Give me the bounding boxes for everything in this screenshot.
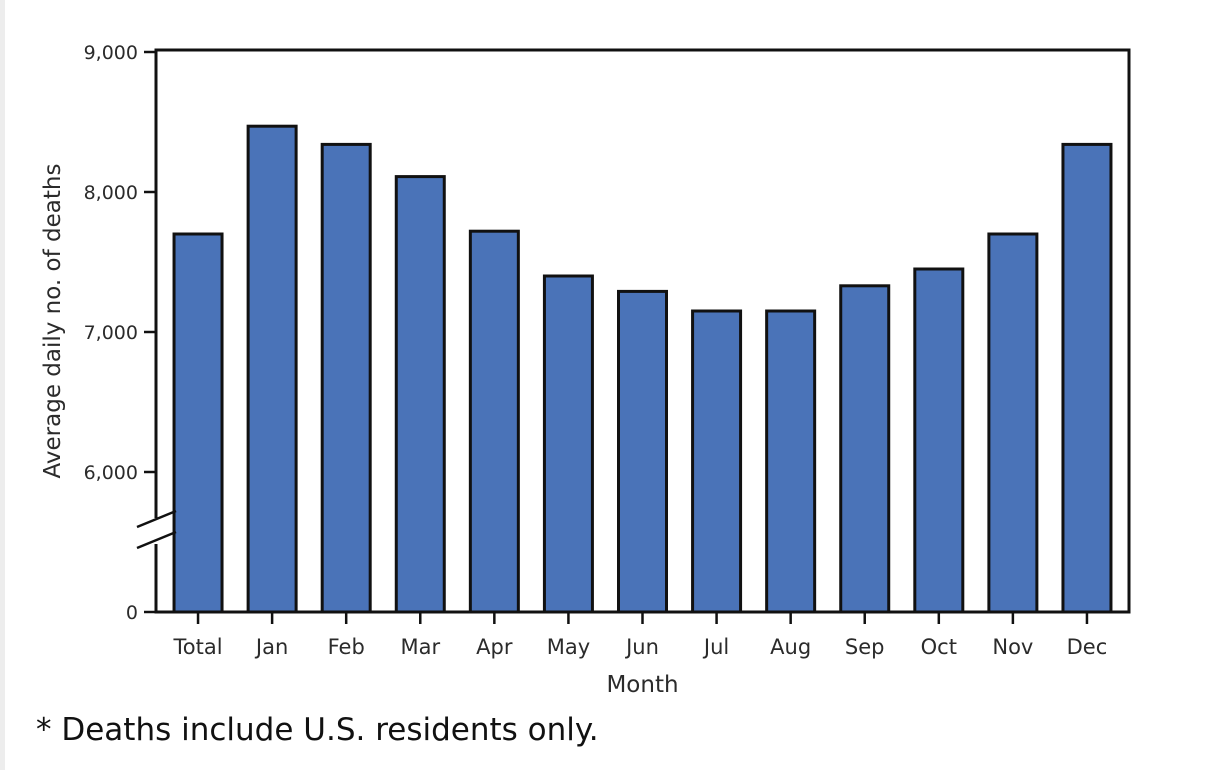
- bar-total: [172, 232, 224, 614]
- x-tick-label: Jun: [624, 635, 659, 659]
- y-tick-label: 9,000: [84, 42, 138, 64]
- y-tick-label: 8,000: [84, 182, 138, 204]
- x-tick-label: Jul: [702, 635, 729, 659]
- page-left-edge: [0, 0, 5, 770]
- bar-aug: [765, 309, 817, 614]
- bar-chart: 0 6,000 7,000 8,000 9,000 Total Jan Feb Mar Apr M…: [40, 42, 1131, 698]
- bar-group: [172, 124, 1113, 614]
- bar-apr: [468, 229, 520, 614]
- y-axis-title: Average daily no. of deaths: [40, 164, 66, 479]
- bar-feb: [320, 142, 372, 614]
- bar-nov: [987, 232, 1039, 614]
- bar-sep: [839, 284, 891, 614]
- y-tick-label: 0: [126, 602, 138, 624]
- x-tick-label: Nov: [992, 635, 1033, 659]
- x-axis-ticks: Total Jan Feb Mar Apr May Jun Jul Aug Sep Oct Nov De…: [173, 612, 1108, 659]
- x-tick-label: Apr: [476, 635, 513, 659]
- y-tick-label: 6,000: [84, 462, 138, 484]
- x-tick-label: May: [547, 635, 590, 659]
- x-tick-label: Aug: [770, 635, 811, 659]
- x-tick-label: Oct: [921, 635, 957, 659]
- y-axis-ticks: 0 6,000 7,000 8,000 9,000: [84, 42, 156, 624]
- y-tick-label: 7,000: [84, 322, 138, 344]
- bar-may: [542, 274, 594, 614]
- bar-dec: [1061, 142, 1113, 614]
- x-axis-title: Month: [606, 672, 678, 698]
- footnote: * Deaths include U.S. residents only.: [36, 712, 599, 748]
- bar-jul: [691, 309, 743, 614]
- x-tick-label: Total: [173, 635, 223, 659]
- bar-jun: [617, 289, 668, 614]
- x-tick-label: Mar: [400, 635, 440, 659]
- x-tick-label: Jan: [254, 635, 288, 659]
- bar-oct: [913, 267, 965, 614]
- axis-break-marker: [136, 509, 177, 550]
- bar-mar: [394, 175, 446, 614]
- x-tick-label: Feb: [328, 635, 365, 659]
- x-tick-label: Dec: [1067, 635, 1108, 659]
- bar-jan: [246, 124, 298, 614]
- x-tick-label: Sep: [845, 635, 885, 659]
